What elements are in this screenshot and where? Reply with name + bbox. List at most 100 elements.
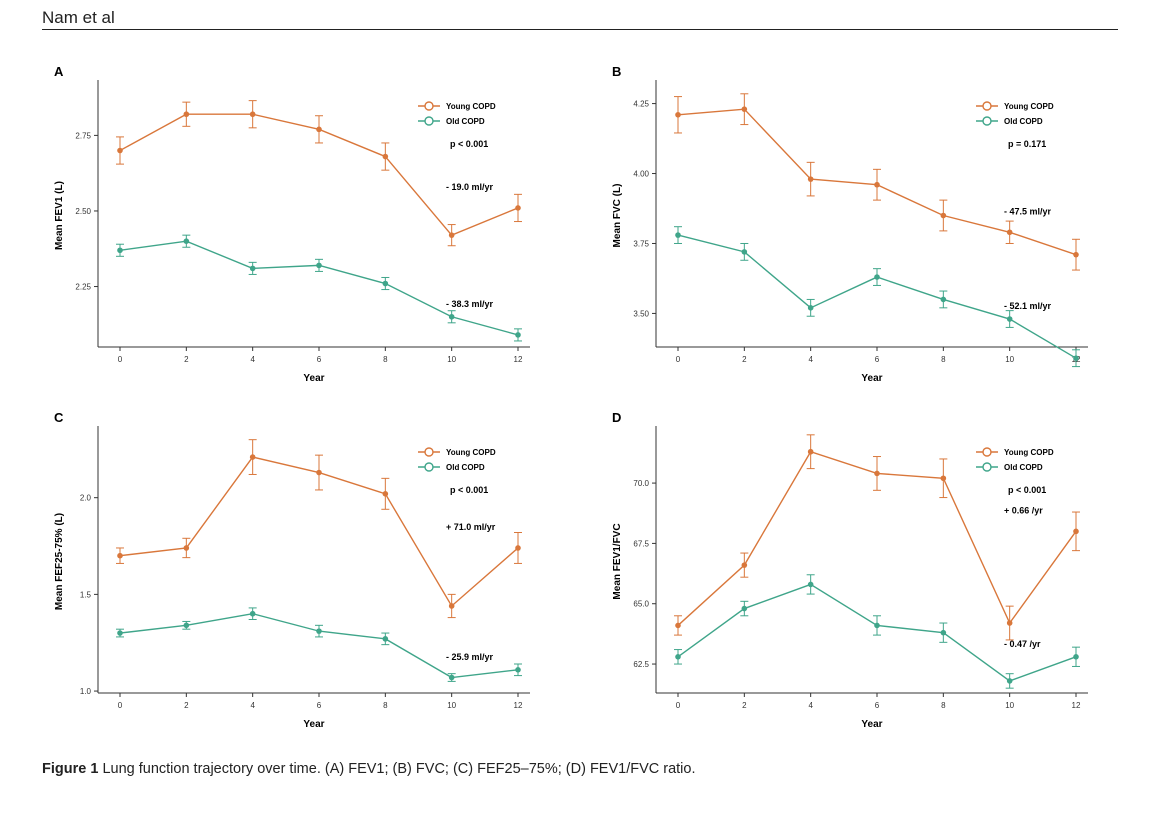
chart-a-old-point [117,247,123,254]
chart-c-y-tick-label: 2.0 [80,494,92,503]
panel-d: D 62.5 65.0 67.5 70.0 0 2 4 6 8 10 12 Year Mean FEV1/… [598,408,1118,738]
chart-b-y-tick-label: 4.00 [633,170,649,179]
chart-c-old-point [183,622,190,629]
chart-c-x-tick-label: 10 [447,701,456,710]
chart-c-x-axis-label: Year [303,719,324,730]
chart-c-panel-letter: C [54,410,64,425]
chart-b-x-tick-label: 6 [875,355,880,364]
chart-a: A 2.25 2.50 2.75 0 2 4 6 8 10 12 Year Mean FEV1 (L) Y… [54,64,530,384]
chart-b-x-axis-label: Year [861,373,882,384]
chart-d-young-point [1006,620,1013,626]
chart-d-legend-old-swatch-marker [982,462,992,472]
caption-label: Figure 1 [42,761,99,777]
chart-c-old-point [448,674,455,681]
chart-b-old-point [807,305,814,311]
chart-a-old-point [515,332,521,338]
chart-d-young-point [675,622,681,629]
chart-b-legend-young-label: Young COPD [1004,102,1054,111]
chart-d: D 62.5 65.0 67.5 70.0 0 2 4 6 8 10 12 Year Mean FEV1/… [612,410,1088,730]
chart-c-x-tick-label: 2 [184,701,189,710]
chart-c-young-point [183,545,190,551]
chart-d-old-point [1006,678,1013,684]
chart-c-old-point [382,636,389,642]
chart-c-young-slope-label: + 71.0 ml/yr [446,522,496,532]
chart-a-x-tick-label: 6 [317,355,322,364]
chart-b-x-tick-label: 2 [742,355,747,364]
running-head: Nam et al [42,8,115,27]
chart-c-legend-old-label: Old COPD [446,463,485,472]
chart-d-x-tick-label: 2 [742,701,747,710]
chart-a-old-slope-label: - 38.3 ml/yr [446,299,494,309]
panel-a: A 2.25 2.50 2.75 0 2 4 6 8 10 12 Year Mean FEV1 (L) Y… [40,62,560,392]
chart-a-young-point [117,147,123,154]
chart-a-y-axis-label: Mean FEV1 (L) [54,181,65,250]
chart-b-legend-young-swatch-marker [982,101,992,111]
chart-d-x-tick-label: 6 [875,701,880,710]
chart-b-old-line [677,234,1077,359]
chart-d-young-slope-label: + 0.66 /yr [1004,505,1043,515]
chart-b-panel-letter: B [612,64,621,79]
chart-b-old-point [940,296,947,303]
chart-b-old-point [874,274,880,280]
chart-c-old-point [117,630,123,636]
chart-c-legend-young-label: Young COPD [446,448,496,457]
chart-b-legend-old-label: Old COPD [1004,117,1043,126]
chart-a-young-point [316,126,322,133]
chart-d-x-tick-label: 10 [1005,701,1014,710]
chart-d-old-point [675,654,681,660]
caption-text: Lung function trajectory over time. (A) … [102,761,696,777]
chart-d-old-point [874,622,880,629]
chart-a-x-tick-label: 4 [250,355,255,364]
chart-a-young-point [448,232,455,238]
chart-b: B3.503.754.004.25024681012YearMean FVC (… [612,64,1088,384]
chart-b-p-value: p = 0.171 [1008,139,1046,149]
chart-d-p-value: p < 0.001 [1008,485,1046,495]
chart-c-old-point [515,666,521,673]
chart-a-legend-old-label: Old COPD [446,117,485,126]
chart-b-young-point [807,176,814,182]
chart-c-old-point [316,628,322,634]
chart-d-x-tick-label: 0 [676,701,681,710]
chart-c-old-line [119,612,519,679]
chart-d-y-axis-label: Mean FEV1/FVC [612,523,623,599]
chart-d-old-point [940,629,947,636]
chart-a-panel-letter: A [54,64,64,79]
chart-b-young-point [1073,251,1079,258]
chart-a-x-axis-label: Year [303,373,324,384]
chart-a-old-point [448,313,455,320]
header-rule [42,29,1118,30]
chart-a-young-slope-label: - 19.0 ml/yr [446,182,494,192]
chart-a-y-tick-label: 2.50 [75,207,91,216]
chart-a-old-point [249,265,256,272]
chart-b-young-point [675,111,681,118]
chart-c-x-tick-label: 12 [514,701,523,710]
chart-c-young-point [448,603,455,609]
chart-d-young-point [807,448,814,455]
chart-d-panel-letter: D [612,410,621,425]
chart-b-old-slope-label: - 52.1 ml/yr [1004,301,1052,311]
chart-b-old-point [1006,316,1013,322]
chart-a-x-tick-label: 2 [184,355,189,364]
chart-b-old-point [1073,355,1079,361]
chart-b-y-tick-label: 3.50 [633,309,649,318]
panel-c: C 1.0 1.5 2.0 0 2 4 6 8 10 12 Year Mean FEF25-75% (L… [40,408,560,738]
chart-a-legend-young-label: Young COPD [446,102,496,111]
chart-d-y-tick-label: 67.5 [633,539,649,548]
chart-a-young-point [382,153,389,160]
chart-a-legend-old-swatch-marker [424,116,434,126]
chart-b-y-tick-label: 3.75 [633,239,649,248]
chart-a-legend-young-swatch-marker [424,101,434,111]
chart-c-x-tick-label: 0 [118,701,123,710]
chart-b-young-point [1006,229,1013,236]
chart-c-x-tick-label: 8 [383,701,388,710]
chart-d-x-tick-label: 12 [1072,701,1081,710]
chart-d-legend-young-swatch-marker [982,447,992,457]
chart-c-old-slope-label: - 25.9 ml/yr [446,652,494,662]
chart-c-p-value: p < 0.001 [450,485,488,495]
chart-c-young-point [249,454,256,460]
chart-a-young-point [249,111,256,118]
chart-c-legend-old-swatch-marker [424,462,434,472]
chart-a-old-point [382,280,389,287]
chart-b-x-tick-label: 0 [676,355,681,364]
chart-d-old-slope-label: - 0.47 /yr [1004,639,1041,649]
